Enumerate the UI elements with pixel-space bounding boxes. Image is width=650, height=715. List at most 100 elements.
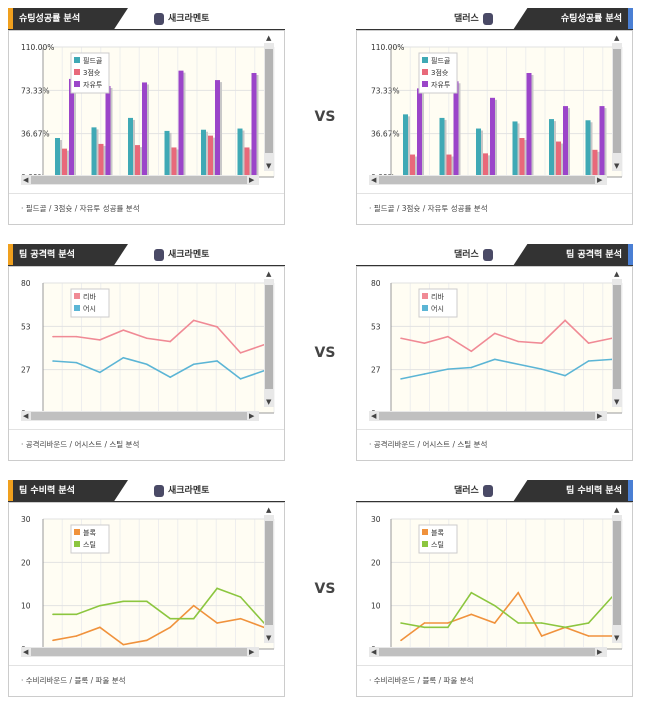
header-divider bbox=[8, 29, 285, 30]
data-point bbox=[169, 626, 172, 629]
scrollbar-thumb[interactable] bbox=[31, 176, 247, 184]
scrollbar-thumb[interactable] bbox=[379, 176, 595, 184]
vertical-scrollbar[interactable] bbox=[264, 43, 274, 171]
data-point bbox=[470, 350, 473, 353]
bar-ft-4 bbox=[178, 70, 184, 177]
scrollbar-thumb[interactable] bbox=[613, 285, 621, 389]
arrow-up-icon[interactable]: ▲ bbox=[266, 270, 272, 278]
bar-ft-2 bbox=[453, 81, 459, 177]
arrow-right-icon[interactable]: ▶ bbox=[597, 412, 603, 420]
vertical-scrollbar[interactable] bbox=[264, 279, 274, 407]
scrollbar-thumb[interactable] bbox=[265, 285, 273, 389]
footer-text: · 필드골 / 3점슛 / 자유투 성공률 분석 bbox=[21, 204, 140, 213]
arrow-left-icon[interactable]: ◀ bbox=[23, 176, 29, 184]
y-tick-label: 10 bbox=[21, 602, 31, 611]
footer-text: · 공격리바운드 / 어시스트 / 스틸 분석 bbox=[369, 440, 488, 449]
horizontal-scrollbar[interactable] bbox=[369, 411, 607, 421]
panel-header: 팀 수비력 분석 새크라멘토 bbox=[8, 480, 285, 502]
horizontal-scrollbar[interactable] bbox=[21, 175, 259, 185]
arrow-left-icon[interactable]: ◀ bbox=[371, 176, 377, 184]
arrow-up-icon[interactable]: ▲ bbox=[266, 506, 272, 514]
team-name-block: 새크라멘토 bbox=[154, 248, 209, 262]
vertical-scrollbar[interactable] bbox=[612, 43, 622, 171]
series-line-0 bbox=[52, 604, 265, 646]
horizontal-scrollbar[interactable] bbox=[21, 647, 259, 657]
y-tick-label: 53 bbox=[21, 322, 31, 331]
data-point bbox=[540, 342, 543, 344]
arrow-up-icon[interactable]: ▲ bbox=[614, 270, 620, 278]
scrollbar-thumb[interactable] bbox=[613, 521, 621, 625]
chart-area: 3020100블록스틸 bbox=[369, 509, 624, 659]
data-point bbox=[169, 376, 172, 379]
data-point bbox=[564, 374, 566, 377]
arrow-up-icon[interactable]: ▲ bbox=[266, 34, 272, 42]
arrow-right-icon[interactable]: ▶ bbox=[249, 176, 255, 184]
arrow-down-icon[interactable]: ▼ bbox=[266, 398, 272, 406]
legend-swatch bbox=[74, 81, 80, 87]
arrow-up-icon[interactable]: ▲ bbox=[614, 34, 620, 42]
data-point bbox=[564, 319, 566, 322]
horizontal-scrollbar[interactable] bbox=[369, 175, 607, 185]
data-point bbox=[423, 626, 426, 629]
header-divider bbox=[8, 265, 285, 266]
scrollbar-thumb[interactable] bbox=[613, 49, 621, 153]
arrow-up-icon[interactable]: ▲ bbox=[614, 506, 620, 514]
scrollbar-thumb[interactable] bbox=[265, 49, 273, 153]
data-point bbox=[493, 604, 496, 607]
arrow-right-icon[interactable]: ▶ bbox=[249, 412, 255, 420]
team-logo-icon bbox=[482, 12, 493, 25]
arrow-right-icon[interactable]: ▶ bbox=[597, 176, 603, 184]
data-point bbox=[169, 340, 172, 343]
bar-3pt-3 bbox=[483, 153, 488, 177]
panel-header: 팀 공격력 분석 댈러스 bbox=[356, 244, 633, 266]
chart-box: 3020100블록스틸▲▼◀▶· 수비리바운드 / 블록 / 파울 분석 bbox=[8, 502, 285, 697]
data-point bbox=[423, 342, 426, 344]
arrow-down-icon[interactable]: ▼ bbox=[614, 398, 620, 406]
arrow-left-icon[interactable]: ◀ bbox=[371, 412, 377, 420]
arrow-down-icon[interactable]: ▼ bbox=[266, 634, 272, 642]
vertical-scrollbar[interactable] bbox=[264, 515, 274, 643]
panel-footer: · 공격리바운드 / 어시스트 / 스틸 분석 bbox=[9, 429, 284, 460]
panel-footer: · 수비리바운드 / 블록 / 파울 분석 bbox=[357, 665, 632, 696]
footer-text: · 수비리바운드 / 블록 / 파울 분석 bbox=[369, 676, 474, 685]
y-tick-label: 20 bbox=[21, 558, 31, 567]
shooting-panel-right: 슈팅성공률 분석댈러스110.00%73.33%36.67%0.00%필드골3점… bbox=[356, 8, 633, 225]
data-point bbox=[470, 366, 473, 369]
bar-3pt-1 bbox=[410, 154, 415, 177]
arrow-down-icon[interactable]: ▼ bbox=[614, 634, 620, 642]
arrow-down-icon[interactable]: ▼ bbox=[266, 162, 272, 170]
horizontal-scrollbar[interactable] bbox=[21, 411, 259, 421]
horizontal-scrollbar[interactable] bbox=[369, 647, 607, 657]
data-point bbox=[470, 591, 473, 594]
scrollbar-thumb[interactable] bbox=[379, 412, 595, 420]
legend-label: 자유투 bbox=[83, 80, 103, 89]
scrollbar-thumb[interactable] bbox=[265, 521, 273, 625]
offense-panel-left: 팀 공격력 분석새크라멘토8053270리바어시▲▼◀▶· 공격리바운드 / 어… bbox=[8, 244, 285, 461]
data-point bbox=[493, 622, 496, 624]
arrow-right-icon[interactable]: ▶ bbox=[597, 648, 603, 656]
data-point bbox=[239, 352, 242, 354]
data-point bbox=[400, 622, 402, 624]
scrollbar-thumb[interactable] bbox=[31, 648, 247, 656]
vs-label: VS bbox=[314, 345, 336, 361]
vertical-scrollbar[interactable] bbox=[612, 515, 622, 643]
arrow-left-icon[interactable]: ◀ bbox=[23, 648, 29, 656]
team-name: 새크라멘토 bbox=[168, 486, 210, 496]
data-point bbox=[447, 335, 449, 338]
scrollbar-thumb[interactable] bbox=[31, 412, 247, 420]
arrow-left-icon[interactable]: ◀ bbox=[23, 412, 29, 420]
section-title: 팀 공격력 분석 bbox=[513, 244, 633, 266]
shooting-panel-left: 슈팅성공률 분석새크라멘토110.00%73.33%36.67%0.00%필드골… bbox=[8, 8, 285, 225]
defense-panel-right: 팀 수비력 분석댈러스3020100블록스틸▲▼◀▶· 수비리바운드 / 블록 … bbox=[356, 480, 633, 697]
arrow-left-icon[interactable]: ◀ bbox=[371, 648, 377, 656]
arrow-down-icon[interactable]: ▼ bbox=[614, 162, 620, 170]
legend-swatch bbox=[422, 541, 428, 547]
data-point bbox=[99, 339, 101, 341]
arrow-right-icon[interactable]: ▶ bbox=[249, 648, 255, 656]
y-tick-label: 110.00% bbox=[21, 43, 54, 52]
vertical-scrollbar[interactable] bbox=[612, 279, 622, 407]
team-name-block: 새크라멘토 bbox=[154, 12, 209, 26]
scrollbar-thumb[interactable] bbox=[379, 648, 595, 656]
